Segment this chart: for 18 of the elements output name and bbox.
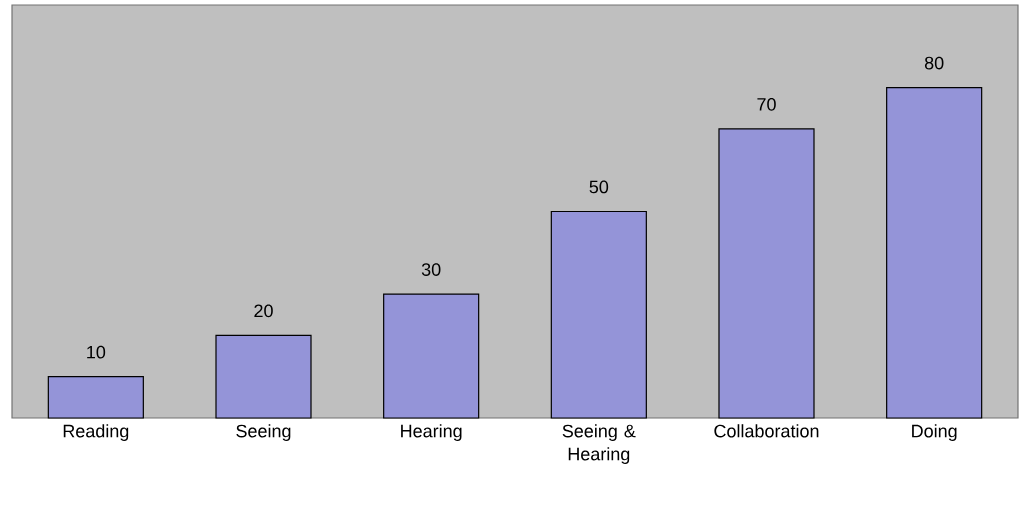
x-tick-label: Seeing & Hearing (562, 424, 636, 464)
data-label: 50 (589, 180, 609, 194)
data-label: 70 (757, 97, 776, 111)
bar (383, 293, 480, 419)
bar (718, 128, 815, 419)
bar (47, 376, 144, 419)
x-tick-label: Reading (63, 424, 129, 441)
bar (550, 210, 647, 419)
x-tick-label: Doing (912, 424, 957, 441)
bar (886, 87, 983, 419)
data-label: 10 (87, 345, 106, 359)
x-tick-label: Hearing (401, 424, 462, 441)
data-label: 20 (254, 304, 273, 318)
data-label: 80 (924, 56, 944, 70)
bar (215, 334, 312, 419)
data-label: 30 (421, 263, 441, 276)
x-tick-label: Collaboration (714, 424, 819, 438)
x-tick-label: Seeing (236, 424, 291, 441)
